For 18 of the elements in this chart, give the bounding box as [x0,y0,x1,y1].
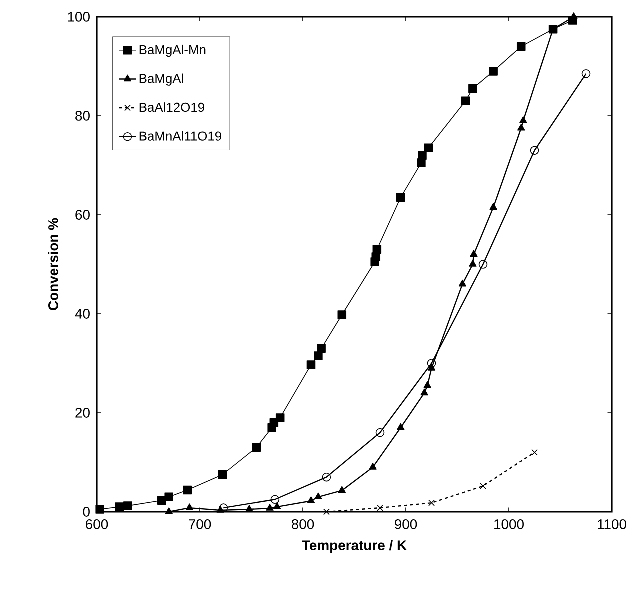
x-tick-label: 800 [292,519,314,530]
x-tick-label: 600 [86,519,108,530]
x-axis-title: Temperature / K [302,540,407,554]
legend-label: BaMnAl11O19 [140,131,222,141]
legend-label: BaMgAl [140,74,184,86]
y-axis-title: Conversion % [48,218,58,310]
x-tick-label: 700 [189,519,212,530]
x-tick-label: 1100 [598,519,626,530]
y-tick-label: 40 [75,309,90,319]
x-tick-label: 1000 [494,519,524,530]
y-tick-label: 100 [68,12,90,22]
legend-label: BaAl12O19 [140,102,204,112]
x-tick-label: 900 [395,519,418,530]
y-tick-label: 60 [76,210,90,220]
y-tick-label: 0 [83,507,90,517]
y-tick-label: 80 [76,111,90,121]
y-tick-label: 20 [76,408,90,418]
legend-label: BaMgAl-Mn [140,44,206,58]
